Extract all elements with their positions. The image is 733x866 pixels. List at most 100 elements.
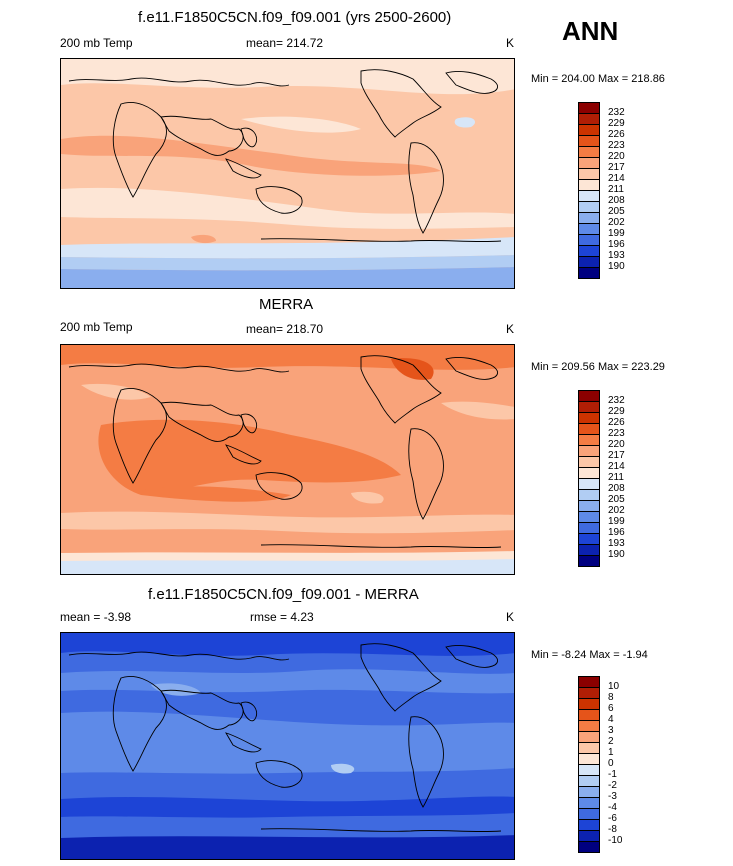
panel-1-variable-label: 200 mb Temp: [60, 36, 133, 50]
colorbar-tick-label: 199: [608, 228, 625, 239]
colorbar-swatch: [578, 157, 600, 168]
colorbar-swatch: [578, 456, 600, 467]
colorbar-tick-label: 205: [608, 206, 625, 217]
season-label: ANN: [562, 16, 619, 46]
panel-1-units-label: K: [506, 36, 515, 50]
colorbar-swatch: [578, 256, 600, 267]
colorbar-swatch: [578, 201, 600, 212]
colorbar-tick-label: 220: [608, 151, 625, 162]
colorbar-swatch: [578, 212, 600, 223]
colorbar-tick-label: 226: [608, 417, 625, 428]
panel-2-map: [60, 344, 515, 575]
colorbar-swatch: [578, 764, 600, 775]
colorbar-tick-label: 193: [608, 538, 625, 549]
colorbar-tick-label: 214: [608, 461, 625, 472]
colorbar-tick-label: 211: [608, 184, 624, 195]
colorbar-tick-label: 214: [608, 173, 625, 184]
colorbar-tick-label: 223: [608, 428, 625, 439]
panel-1-title: f.e11.F1850C5CN.f09_f09.001 (yrs 2500-26…: [138, 9, 452, 26]
colorbar-swatch: [578, 489, 600, 500]
colorbar-swatch: [578, 731, 600, 742]
colorbar-swatch: [578, 245, 600, 256]
colorbar-swatch: [578, 687, 600, 698]
colorbar-tick-label: 217: [608, 450, 625, 461]
colorbar-tick-label: 211: [608, 472, 624, 483]
colorbar-tick-label: 223: [608, 140, 625, 151]
panel-2-units-label: K: [506, 322, 515, 336]
colorbar-swatch: [578, 698, 600, 709]
colorbar-tick-label: 190: [608, 261, 625, 272]
colorbar-swatch: [578, 753, 600, 764]
colorbar-tick-label: 208: [608, 483, 625, 494]
colorbar-swatch: [578, 500, 600, 511]
colorbar-tick-label: 208: [608, 195, 625, 206]
colorbar-tick-label: 4: [608, 714, 614, 725]
colorbar-tick-label: -3: [608, 791, 617, 802]
colorbar-swatch: [578, 190, 600, 201]
colorbar-swatch: [578, 423, 600, 434]
colorbar-swatch: [578, 544, 600, 555]
colorbar-swatch: [578, 234, 600, 245]
colorbar-tick-label: 3: [608, 725, 614, 736]
panel-2-mean-label: mean= 218.70: [246, 322, 324, 336]
colorbar-swatch: [578, 390, 600, 401]
colorbar-swatch: [578, 676, 600, 687]
colorbar-swatch: [578, 775, 600, 786]
colorbar-tick-label: 193: [608, 250, 625, 261]
panel-3-title: f.e11.F1850C5CN.f09_f09.001 - MERRA: [148, 586, 419, 603]
colorbar-tick-label: 196: [608, 239, 625, 250]
colorbar-swatch: [578, 179, 600, 190]
colorbar-swatch: [578, 522, 600, 533]
panel-1-minmax: Min = 204.00 Max = 218.86: [531, 73, 665, 85]
colorbar-tick-label: -4: [608, 802, 617, 813]
colorbar-swatch: [578, 135, 600, 146]
colorbar-swatch: [578, 113, 600, 124]
colorbar-tick-label: 190: [608, 549, 625, 560]
colorbar-tick-label: 6: [608, 703, 614, 714]
colorbar-tick-label: 2: [608, 736, 614, 747]
colorbar-swatch: [578, 267, 600, 279]
colorbar-tick-label: 232: [608, 395, 625, 406]
colorbar-tick-label: -10: [608, 835, 623, 846]
colorbar-tick-label: 220: [608, 439, 625, 450]
colorbar-tick-label: -6: [608, 813, 617, 824]
panel-3-units-label: K: [506, 610, 515, 624]
panel-2-colorbar: 232 229 226 223 220 217 214 211 208 205 202 199 196 1…: [578, 390, 625, 567]
colorbar-tick-label: 226: [608, 129, 625, 140]
panel-1-colorbar: 232 229 226 223 220 217 214 211 208 205 202 199 196 1…: [578, 102, 625, 279]
colorbar-swatch: [578, 478, 600, 489]
panel-2-minmax: Min = 209.56 Max = 223.29: [531, 361, 665, 373]
colorbar-tick-label: 232: [608, 107, 625, 118]
colorbar-tick-label: 202: [608, 505, 625, 516]
colorbar-swatch: [578, 434, 600, 445]
colorbar-tick-label: 202: [608, 217, 625, 228]
colorbar-tick-label: 0: [608, 758, 614, 769]
colorbar-tick-label: 199: [608, 516, 625, 527]
colorbar-swatch: [578, 841, 600, 853]
colorbar-tick-label: 229: [608, 118, 625, 129]
colorbar-swatch: [578, 709, 600, 720]
colorbar-swatch: [578, 830, 600, 841]
panel-3-rmse-label: rmse = 4.23: [250, 610, 314, 624]
colorbar-swatch: [578, 720, 600, 731]
panel-1-mean-label: mean= 214.72: [246, 36, 324, 50]
panel-3-minmax: Min = -8.24 Max = -1.94: [531, 649, 648, 661]
colorbar-tick-label: 1: [608, 747, 614, 758]
colorbar-tick-label: 10: [608, 681, 620, 692]
panel-3-mean-label: mean = -3.98: [60, 610, 132, 624]
colorbar-swatch: [578, 223, 600, 234]
colorbar-tick-label: 217: [608, 162, 625, 173]
colorbar-swatch: [578, 401, 600, 412]
panel-3-map: [60, 632, 515, 860]
colorbar-tick-label: -1: [608, 769, 617, 780]
panel-2-variable-label: 200 mb Temp: [60, 320, 133, 334]
colorbar-tick-label: 205: [608, 494, 625, 505]
colorbar-swatch: [578, 533, 600, 544]
colorbar-swatch: [578, 742, 600, 753]
colorbar-tick-label: -2: [608, 780, 617, 791]
colorbar-tick-label: 229: [608, 406, 625, 417]
colorbar-swatch: [578, 412, 600, 423]
colorbar-swatch: [578, 808, 600, 819]
colorbar-swatch: [578, 146, 600, 157]
colorbar-tick-label: 8: [608, 692, 614, 703]
